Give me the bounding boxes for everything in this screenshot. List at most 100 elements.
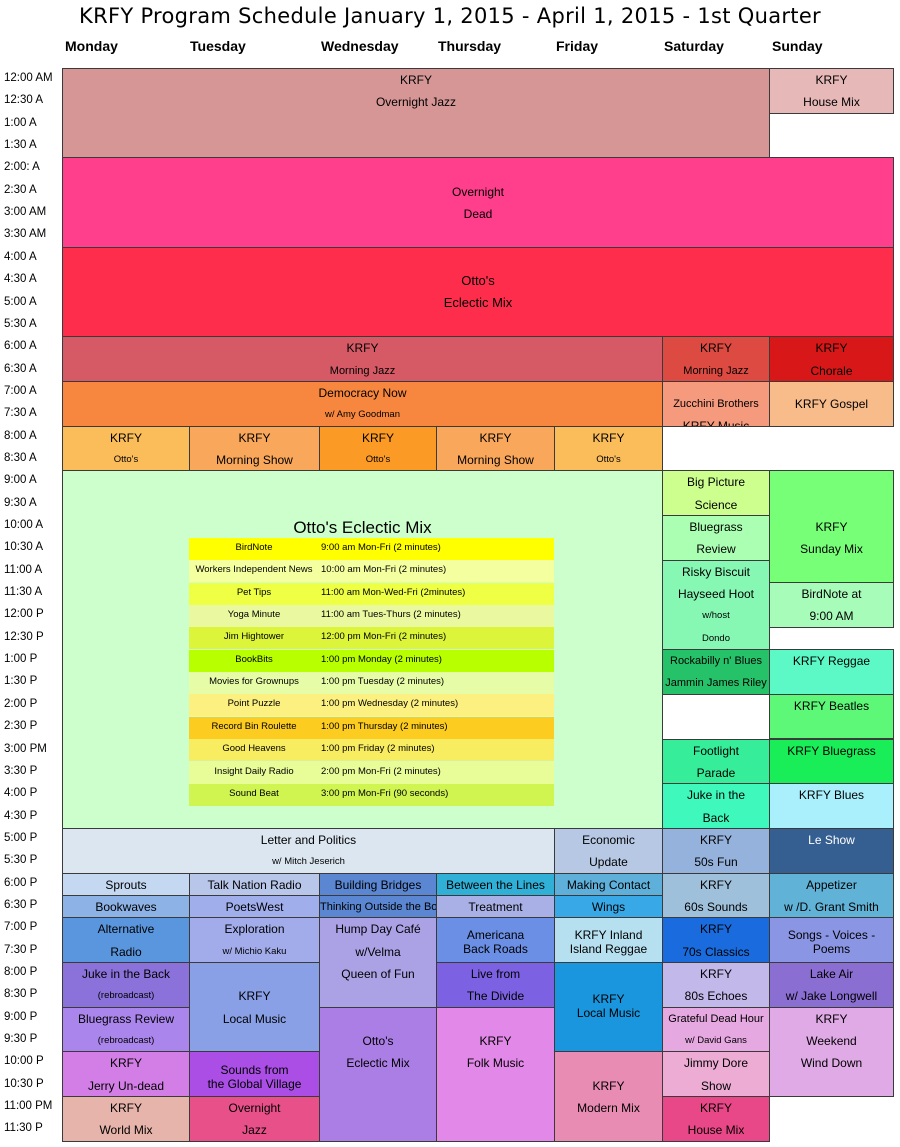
program-block[interactable]: KRFY 60s Sounds [662, 872, 770, 919]
program-block[interactable]: Making Contact [554, 872, 663, 896]
time-label: 1:00 A [4, 116, 37, 129]
program-block[interactable]: KRFY Modern Mix [554, 1051, 663, 1142]
program-block[interactable]: Grateful Dead Hour w/ David Gans [662, 1006, 770, 1053]
feature-slot: 1:00 pm Tuesday (2 minutes) [321, 676, 445, 688]
program-label: Show [700, 1078, 732, 1093]
program-block[interactable]: KRFY World Mix [62, 1096, 190, 1142]
program-block[interactable]: Thinking Outside the Box [319, 894, 437, 919]
program-block[interactable]: KRFY Morning Jazz [662, 336, 770, 382]
program-label: Otto's [461, 273, 495, 289]
program-block[interactable]: KRFY Local Music [554, 962, 663, 1053]
time-label: 7:30 P [4, 943, 38, 956]
program-label: Zucchini Brothers [673, 398, 759, 411]
feature-slot: 1:00 pm Thursday (2 minutes) [321, 720, 448, 732]
time-label: 3:30 P [4, 764, 38, 777]
program-block[interactable]: KRFY Inland Island Reggae [554, 917, 663, 963]
program-block[interactable]: KRFY Gospel [769, 380, 894, 427]
program-block[interactable]: Sprouts [62, 872, 190, 896]
program-block[interactable]: Letter and Politics w/ Mitch Jeserich [62, 827, 555, 874]
program-label: Big Picture [686, 475, 746, 490]
program-block[interactable]: BirdNote at 9:00 AM [769, 582, 894, 628]
program-block[interactable]: Exploration w/ Michio Kaku [189, 917, 320, 963]
program-block[interactable]: KRFY 70s Classics [662, 917, 770, 963]
program-block[interactable]: KRFY House Mix [769, 68, 894, 114]
program-block[interactable]: Otto's Eclectic Mix [62, 246, 894, 338]
program-block[interactable]: Sounds from the Global Village [189, 1051, 320, 1098]
program-block[interactable]: KRFY Morning Show [436, 425, 555, 472]
program-label: KRFY [109, 1101, 142, 1116]
time-label: 10:30 A [4, 541, 44, 554]
program-block[interactable]: Between the Lines [436, 872, 555, 896]
program-block[interactable]: Live from The Divide [436, 962, 555, 1008]
program-block[interactable]: Lake Air w/ Jake Longwell [769, 962, 894, 1008]
program-block[interactable]: Overnight Dead [62, 157, 894, 248]
program-block[interactable]: Americana Back Roads [436, 917, 555, 963]
program-block[interactable]: Big Picture Science [662, 470, 770, 516]
program-block[interactable]: KRFY Beatles [769, 693, 894, 740]
program-block[interactable]: Overnight Jazz [189, 1096, 320, 1142]
program-block[interactable]: Hump Day Café w/Velma Queen of Fun [319, 917, 437, 1008]
program-block[interactable]: Bookwaves [62, 894, 190, 919]
program-block[interactable]: KRFY Folk Music [436, 1006, 555, 1142]
program-block[interactable]: KRFY Reggae [769, 649, 894, 695]
program-block[interactable]: Bluegrass Review [662, 515, 770, 561]
program-block[interactable]: KRFY Overnight Jazz [62, 68, 770, 159]
program-block[interactable]: KRFY Local Music [189, 962, 320, 1053]
program-label: Alternative [97, 922, 155, 937]
program-label: The Divide [466, 989, 525, 1004]
program-block[interactable]: KRFY Blues [769, 783, 894, 829]
program-block[interactable]: Otto's Eclectic Mix [319, 1006, 437, 1142]
feature-name: BookBits [235, 653, 273, 665]
program-block[interactable]: Talk Nation Radio [189, 872, 320, 896]
program-block[interactable]: KRFY Weekend Wind Down [769, 1006, 894, 1098]
program-block[interactable]: KRFY 80s Echoes [662, 962, 770, 1008]
program-block[interactable]: KRFY Jerry Un-dead [62, 1051, 190, 1098]
program-block[interactable]: KRFY Morning Show [189, 425, 320, 472]
program-label: KRFY Blues [798, 788, 865, 803]
program-block[interactable]: Songs - Voices - Poems [769, 917, 894, 963]
time-label: 9:00 P [4, 1010, 38, 1023]
feature-name: Movies for Grownups [209, 676, 299, 688]
time-label: 6:30 P [4, 898, 38, 911]
time-label: 8:00 P [4, 966, 38, 978]
program-block[interactable]: Alternative Radio [62, 917, 190, 963]
program-block[interactable]: KRFY Chorale [769, 336, 894, 382]
program-label: KRFY [399, 73, 432, 87]
feature-row: Record Bin Roulette 1:00 pm Thursday (2 m… [189, 716, 554, 739]
program-block[interactable]: Economic Update [554, 827, 663, 874]
program-block[interactable]: Treatment [436, 894, 555, 919]
program-label: House Mix [687, 1123, 745, 1138]
program-block[interactable]: KRFY Sunday Mix [769, 470, 894, 584]
program-block[interactable]: Juke in the Back (rebroadcast) [62, 962, 190, 1008]
program-block[interactable]: Le Show [769, 827, 894, 874]
program-block[interactable]: Appetizer w /D. Grant Smith [769, 872, 894, 919]
program-block[interactable]: Risky Biscuit Hayseed Hoot w/host Dondo [662, 559, 770, 651]
program-block[interactable]: KRFY Otto's [554, 425, 663, 472]
program-label: Building Bridges [334, 877, 422, 892]
program-block[interactable]: Rockabilly n' Blues Jammin James Riley [662, 649, 770, 695]
program-label: Jimmy Dore [683, 1056, 748, 1071]
program-block[interactable]: PoetsWest [189, 894, 320, 919]
program-block[interactable]: KRFY Otto's [62, 425, 190, 472]
feature-name: Jim Hightower [223, 631, 285, 643]
program-block[interactable]: Democracy Now w/ Amy Goodman [62, 380, 663, 427]
program-block[interactable]: Footlight Parade [662, 738, 770, 785]
program-block[interactable]: KRFY Otto's [319, 425, 437, 472]
program-block[interactable]: KRFY 50s Fun [662, 827, 770, 874]
program-block[interactable]: Jimmy Dore Show [662, 1051, 770, 1098]
program-label: Local Music [576, 1005, 641, 1020]
feature-row: Point Puzzle 1:00 pm Wednesday (2 minutes… [189, 694, 554, 717]
program-block[interactable]: Bluegrass Review (rebroadcast) [62, 1006, 190, 1053]
program-block[interactable]: KRFY House Mix [662, 1096, 770, 1142]
program-label: 80s Echoes [684, 989, 748, 1004]
program-label: Making Contact [566, 877, 651, 892]
program-label: w/Velma [355, 944, 401, 959]
program-block[interactable]: Juke in the Back [662, 783, 770, 829]
program-block[interactable]: Building Bridges [319, 872, 437, 896]
time-label: 11:00 PM [4, 1100, 53, 1113]
program-block[interactable]: Wings [554, 894, 663, 919]
program-block[interactable]: KRFY Bluegrass [769, 738, 894, 785]
program-block[interactable]: KRFY Morning Jazz [62, 336, 663, 382]
time-label: 7:00 A [4, 384, 37, 397]
